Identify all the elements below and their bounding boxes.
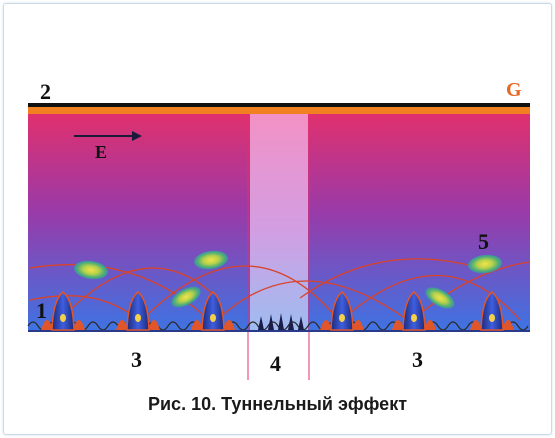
atom — [320, 291, 364, 331]
label-E: E — [95, 142, 107, 162]
electron-clouds — [74, 250, 502, 309]
label-1: 1 — [36, 298, 47, 323]
surface-wave — [27, 321, 529, 331]
label-4: 4 — [270, 351, 281, 376]
atom — [392, 291, 436, 331]
atom — [191, 291, 235, 331]
figure-caption: Рис. 10. Туннельный эффект — [147, 394, 408, 414]
surface-base — [28, 330, 530, 332]
atom — [41, 291, 85, 331]
label-3-left: 3 — [131, 347, 142, 372]
barrier-spikes — [258, 313, 304, 330]
surface-atoms — [41, 291, 514, 331]
label-3-right: 3 — [412, 347, 423, 372]
label-G: G — [506, 79, 522, 101]
field-arrow — [74, 131, 142, 141]
trajectory-arcs — [29, 258, 531, 327]
atom — [116, 291, 160, 331]
label-5: 5 — [478, 229, 489, 254]
atom — [470, 291, 514, 331]
electrode-bar — [28, 103, 530, 107]
label-2: 2 — [40, 79, 51, 104]
barrier-region — [250, 114, 308, 330]
electrode-stripe — [28, 107, 530, 114]
